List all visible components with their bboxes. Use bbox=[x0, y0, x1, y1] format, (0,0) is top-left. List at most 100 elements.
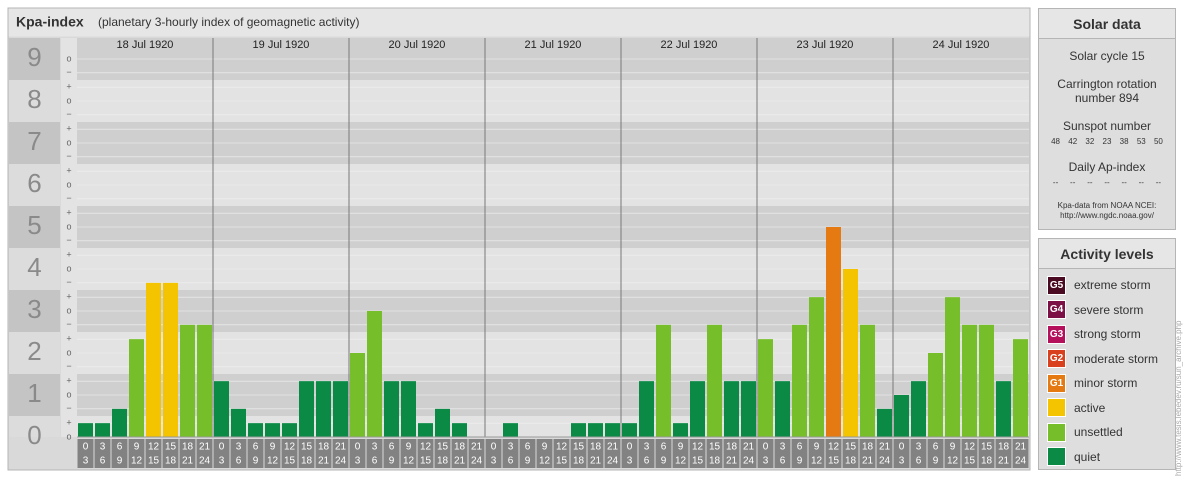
x-tick-label: 9 bbox=[134, 442, 140, 453]
hour-box bbox=[417, 439, 434, 468]
legend: G5 extreme storm G4 severe storm G3 strong st… bbox=[1039, 269, 1175, 469]
x-tick-label: 18 bbox=[573, 456, 585, 467]
sunspot-number: 48 bbox=[1051, 137, 1061, 146]
bar bbox=[962, 324, 977, 437]
x-tick-label: 18 bbox=[998, 442, 1010, 453]
bar bbox=[316, 381, 331, 437]
x-tick-label: 12 bbox=[539, 456, 551, 467]
x-tick-label: 21 bbox=[862, 456, 874, 467]
x-tick-label: 18 bbox=[590, 442, 602, 453]
hour-box bbox=[587, 439, 604, 468]
x-tick-label: 9 bbox=[406, 442, 412, 453]
x-tick-label: 6 bbox=[916, 456, 922, 467]
level-band bbox=[9, 38, 60, 80]
day-label: 22 Jul 1920 bbox=[661, 39, 718, 51]
hour-box bbox=[570, 439, 587, 468]
hour-box bbox=[1012, 439, 1029, 468]
x-tick-label: 21 bbox=[454, 456, 466, 467]
minor-tick-label: + bbox=[66, 82, 71, 92]
level-band bbox=[9, 122, 60, 164]
level-band bbox=[9, 206, 60, 248]
legend-item: G3 strong storm bbox=[1039, 322, 1175, 347]
level-band bbox=[9, 374, 60, 416]
x-tick-label: 0 bbox=[763, 442, 769, 453]
legend-item: unsettled bbox=[1039, 420, 1175, 445]
bar bbox=[418, 423, 433, 437]
hour-box bbox=[77, 439, 94, 468]
bar bbox=[928, 353, 943, 437]
hour-box bbox=[740, 439, 757, 468]
x-tick-label: 24 bbox=[879, 456, 891, 467]
minor-tick-label: + bbox=[66, 124, 71, 134]
minor-tick-label: − bbox=[66, 361, 71, 371]
bar bbox=[809, 297, 824, 437]
legend-panel: Activity levels G5 extreme storm G4 severe … bbox=[1038, 238, 1176, 470]
x-tick-label: 12 bbox=[131, 456, 143, 467]
legend-swatch: G4 bbox=[1047, 300, 1066, 320]
bar bbox=[707, 324, 722, 437]
x-tick-label: 6 bbox=[508, 456, 514, 467]
minor-tick-label: − bbox=[66, 109, 71, 119]
legend-title: Activity levels bbox=[1039, 239, 1175, 269]
x-tick-label: 24 bbox=[1015, 456, 1027, 467]
legend-label: severe storm bbox=[1074, 302, 1144, 317]
x-tick-label: 9 bbox=[950, 442, 956, 453]
x-tick-label: 9 bbox=[678, 442, 684, 453]
x-tick-label: 18 bbox=[845, 456, 857, 467]
legend-item: quiet bbox=[1039, 445, 1175, 470]
bar bbox=[911, 381, 926, 437]
minor-tick-label: − bbox=[66, 235, 71, 245]
bar bbox=[979, 324, 994, 437]
x-tick-label: 3 bbox=[780, 442, 786, 453]
x-tick-label: 9 bbox=[661, 456, 667, 467]
minor-tick-label: − bbox=[66, 151, 71, 161]
x-tick-label: 21 bbox=[726, 456, 738, 467]
x-tick-label: 6 bbox=[253, 442, 259, 453]
x-tick-label: 18 bbox=[318, 442, 330, 453]
hour-box bbox=[638, 439, 655, 468]
hour-box bbox=[910, 439, 927, 468]
hour-box bbox=[808, 439, 825, 468]
y-tick-label: 5 bbox=[27, 210, 41, 240]
x-tick-label: 18 bbox=[862, 442, 874, 453]
x-tick-label: 18 bbox=[981, 456, 993, 467]
ap-value: -- bbox=[1155, 178, 1162, 187]
solar-cycle: Solar cycle 15 bbox=[1069, 49, 1145, 63]
x-tick-label: 15 bbox=[556, 456, 568, 467]
bar bbox=[214, 381, 229, 437]
x-tick-label: 12 bbox=[284, 442, 296, 453]
watermark: http://www.tesis.lebedev.ru/sun_archive.… bbox=[1174, 320, 1183, 477]
x-tick-label: 0 bbox=[491, 442, 497, 453]
x-tick-label: 0 bbox=[355, 442, 361, 453]
hour-box bbox=[859, 439, 876, 468]
x-tick-label: 12 bbox=[267, 456, 279, 467]
bar bbox=[503, 423, 518, 437]
hour-box bbox=[978, 439, 995, 468]
minor-tick-label: + bbox=[66, 208, 71, 218]
hour-box bbox=[536, 439, 553, 468]
hour-box bbox=[213, 439, 230, 468]
x-tick-label: 15 bbox=[437, 442, 449, 453]
x-tick-label: 9 bbox=[253, 456, 259, 467]
x-tick-label: 15 bbox=[964, 456, 976, 467]
x-tick-label: 18 bbox=[182, 442, 194, 453]
x-tick-label: 12 bbox=[675, 456, 687, 467]
x-tick-label: 3 bbox=[100, 442, 106, 453]
solar-title: Solar data bbox=[1039, 9, 1175, 39]
x-tick-label: 15 bbox=[692, 456, 704, 467]
minor-tick-label: o bbox=[66, 347, 71, 357]
minor-tick-label: − bbox=[66, 319, 71, 329]
x-tick-label: 18 bbox=[454, 442, 466, 453]
x-tick-label: 3 bbox=[899, 456, 905, 467]
x-tick-label: 15 bbox=[301, 442, 313, 453]
bar bbox=[333, 381, 348, 437]
legend-label: active bbox=[1074, 400, 1106, 415]
hour-box bbox=[179, 439, 196, 468]
bar bbox=[367, 311, 382, 437]
day-label: 20 Jul 1920 bbox=[389, 39, 446, 51]
hour-box bbox=[451, 439, 468, 468]
x-tick-label: 3 bbox=[372, 442, 378, 453]
x-tick-label: 15 bbox=[165, 442, 177, 453]
x-tick-label: 6 bbox=[389, 442, 395, 453]
